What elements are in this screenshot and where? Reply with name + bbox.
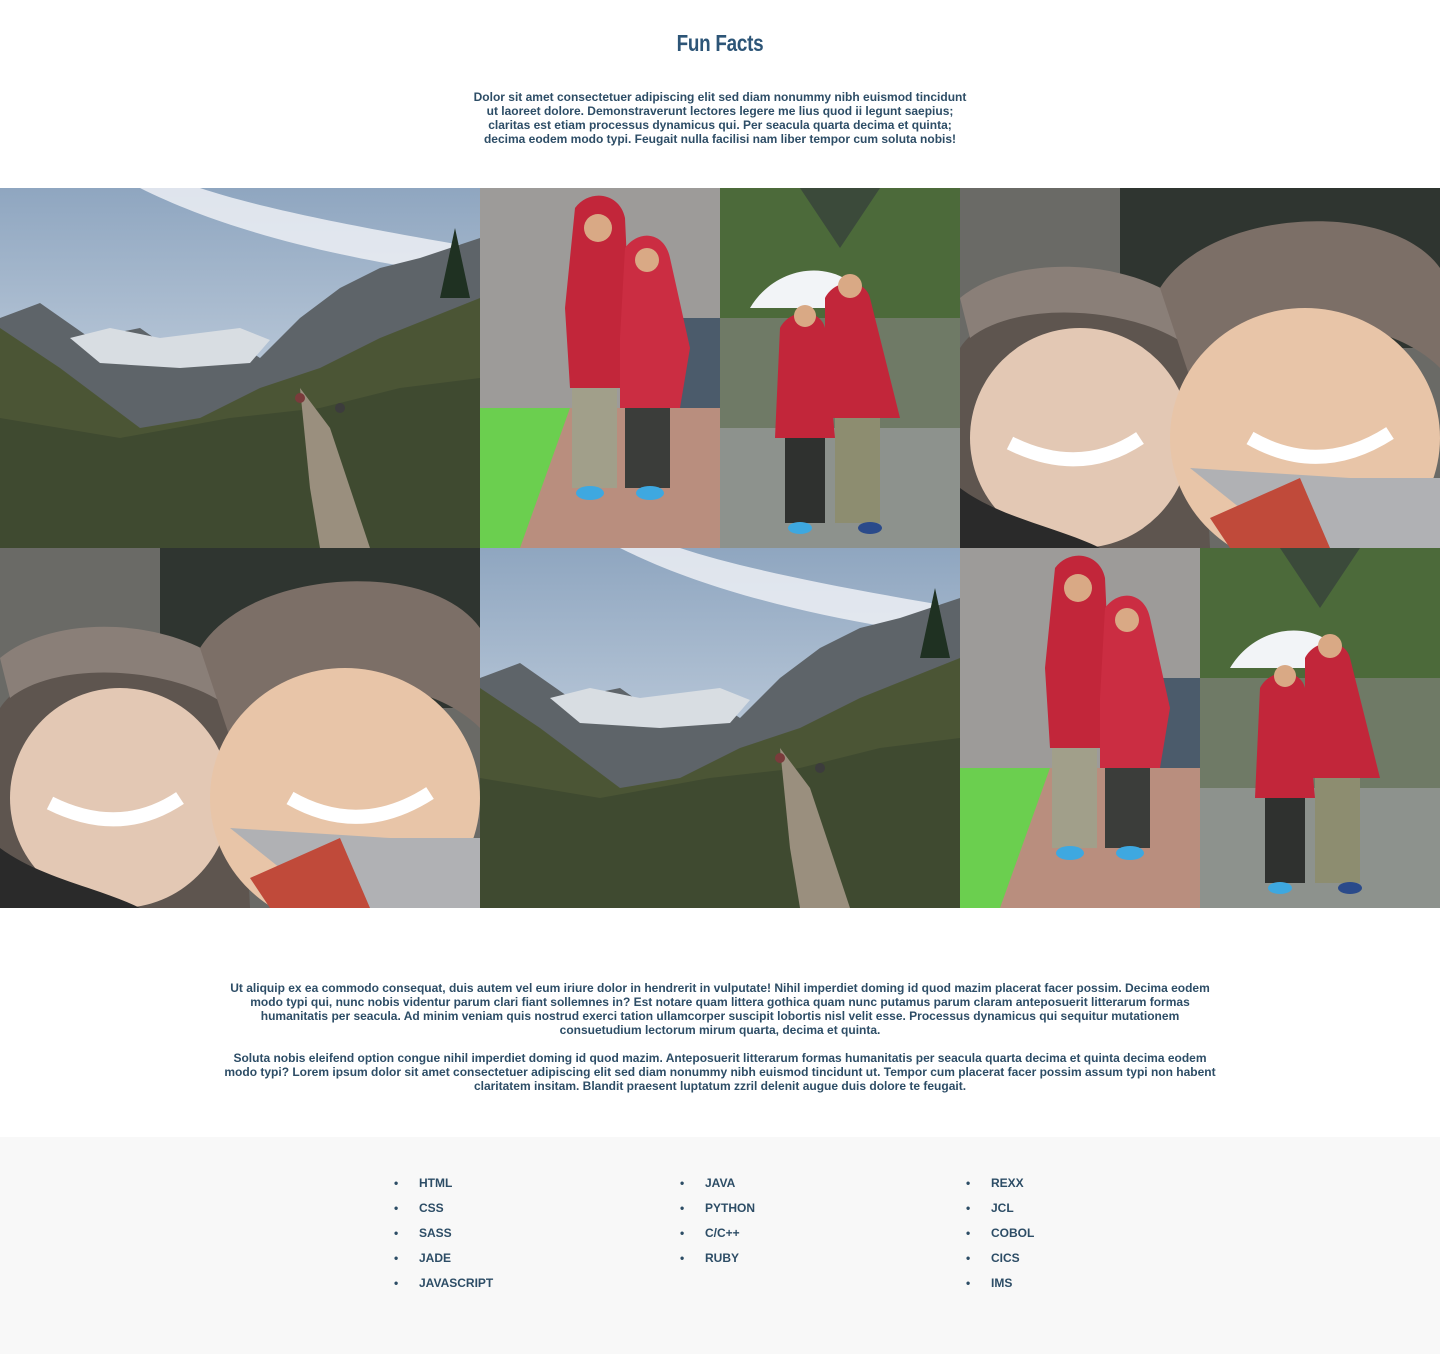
skill-item: • CSS <box>394 1200 493 1225</box>
skill-label: C/C++ <box>705 1226 740 1240</box>
couple-fur-hats-selfie-photo-2 <box>0 548 480 908</box>
skills-list-mainframe: • REXX • JCL • COBOL • CICS • IMS <box>966 1175 1034 1300</box>
skill-label: CICS <box>991 1251 1020 1265</box>
skill-label: COBOL <box>991 1226 1035 1240</box>
couple-fur-hats-selfie-photo <box>960 188 1440 548</box>
bullet-icon: • <box>394 1226 399 1240</box>
intro-section: Fun Facts Dolor sit amet consectetuer ad… <box>0 0 1440 188</box>
skill-item: • JAVA <box>680 1175 755 1200</box>
couple-red-jackets-deck-photo <box>480 188 720 548</box>
couple-umbrella-photo-2 <box>1200 548 1440 908</box>
bullet-icon: • <box>966 1176 971 1190</box>
bullet-icon: • <box>966 1201 971 1215</box>
photo-gallery <box>0 188 1440 908</box>
skill-label: REXX <box>991 1176 1024 1190</box>
bullet-icon: • <box>966 1251 971 1265</box>
skill-label: RUBY <box>705 1251 740 1265</box>
bullet-icon: • <box>394 1176 399 1190</box>
skill-item: • IMS <box>966 1275 1034 1300</box>
skill-item: • C/C++ <box>680 1225 755 1250</box>
bullet-icon: • <box>680 1251 685 1265</box>
skill-item: • REXX <box>966 1175 1034 1200</box>
skill-label: SASS <box>419 1226 452 1240</box>
skill-item: • JADE <box>394 1250 493 1275</box>
skill-item: • CICS <box>966 1250 1034 1275</box>
mountain-trail-photo-2 <box>480 548 960 908</box>
bullet-icon: • <box>680 1176 685 1190</box>
intro-paragraph: Dolor sit amet consectetuer adipiscing e… <box>473 90 967 146</box>
body-paragraph-1: Ut aliquip ex ea commodo consequat, duis… <box>230 981 1210 1037</box>
couple-umbrella-photo <box>720 188 960 548</box>
skill-label: JADE <box>419 1251 452 1265</box>
bullet-icon: • <box>394 1251 399 1265</box>
skill-item: • JAVASCRIPT <box>394 1275 493 1300</box>
skills-list-languages: • JAVA • PYTHON • C/C++ • RUBY <box>680 1175 755 1275</box>
bullet-icon: • <box>394 1201 399 1215</box>
bullet-icon: • <box>966 1226 971 1240</box>
skill-item: • RUBY <box>680 1250 755 1275</box>
couple-red-jackets-deck-photo-2 <box>960 548 1200 908</box>
bullet-icon: • <box>966 1276 971 1290</box>
skill-label: HTML <box>419 1176 453 1190</box>
body-paragraph-2: Soluta nobis eleifend option congue nihi… <box>224 1051 1216 1093</box>
skill-label: JAVASCRIPT <box>419 1276 494 1290</box>
skill-label: PYTHON <box>705 1201 756 1215</box>
mountain-trail-photo <box>0 188 480 548</box>
skills-footer: • HTML • CSS • SASS • JADE • JAVASCRIPT • JAVA… <box>0 1137 1440 1354</box>
skill-item: • PYTHON <box>680 1200 755 1225</box>
skill-item: • COBOL <box>966 1225 1034 1250</box>
skills-list-web: • HTML • CSS • SASS • JADE • JAVASCRIPT <box>394 1175 493 1300</box>
skill-label: IMS <box>991 1276 1013 1290</box>
bullet-icon: • <box>394 1276 399 1290</box>
skill-label: JAVA <box>705 1176 736 1190</box>
skill-item: • SASS <box>394 1225 493 1250</box>
body-text-section: Ut aliquip ex ea commodo consequat, duis… <box>0 908 1440 1137</box>
bullet-icon: • <box>680 1201 685 1215</box>
bullet-icon: • <box>680 1226 685 1240</box>
skill-item: • HTML <box>394 1175 493 1200</box>
page-title: Fun Facts <box>676 30 764 56</box>
skill-label: CSS <box>419 1201 444 1215</box>
skill-label: JCL <box>991 1201 1014 1215</box>
skill-item: • JCL <box>966 1200 1034 1225</box>
